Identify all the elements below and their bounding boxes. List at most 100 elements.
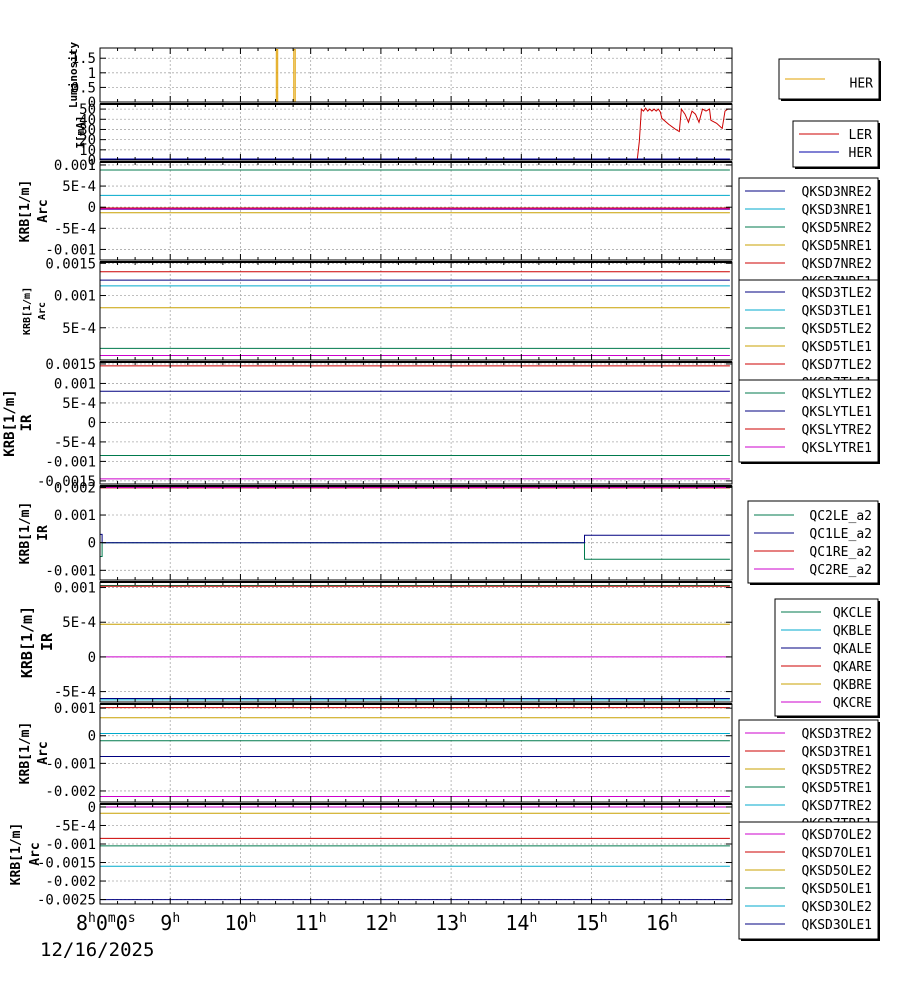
- legend-entry-qksd3tre2: QKSD3TRE2: [802, 727, 872, 742]
- y-axis-label: Arc: [36, 199, 51, 222]
- y-tick-label: 5E-4: [62, 396, 96, 412]
- y-axis-label: KRB[1/m]: [22, 287, 33, 335]
- legend-3: QKSD3NRE2 QKSD3NRE1 QKSD5NRE2 QKSD5NRE1 QKSD…: [738, 177, 880, 297]
- y-axis-label: Arc: [36, 741, 51, 764]
- chart-panel-9: -0.0025 -0.002 -0.0015 -0.001 -5E-4 0 KRB[1/m]…: [9, 800, 733, 909]
- y-axis-label: IR: [38, 632, 56, 651]
- legend-entry-qkslytle2: QKSLYTLE2: [802, 387, 872, 402]
- legend-1: HER: [778, 58, 881, 101]
- x-tick-label: 11h: [295, 911, 327, 935]
- y-tick-label: -0.002: [45, 784, 96, 800]
- y-tick-label: 1: [88, 66, 96, 82]
- legend-entry-qkcle: QKCLE: [833, 606, 872, 621]
- y-axis-label: Arc: [28, 842, 43, 865]
- legend-entry-qksd3tle2: QKSD3TLE2: [802, 286, 872, 301]
- plot-area: [100, 104, 732, 160]
- legend-4: QKSD3TLE2 QKSD3TLE1 QKSD5TLE2 QKSD5TLE1 QKSD…: [738, 279, 880, 394]
- plot-area: [100, 362, 732, 484]
- y-tick-label: 0.001: [54, 581, 96, 597]
- x-tick-label: 14h: [505, 911, 537, 935]
- y-tick-label: -0.0015: [37, 856, 96, 872]
- legend-entry-qksd3tre1: QKSD3TRE1: [802, 745, 872, 760]
- legend-entry-qc1le-a2: QC1LE_a2: [809, 527, 872, 542]
- plot-area: [100, 262, 732, 360]
- legend-entry-qkbre: QKBRE: [833, 678, 872, 693]
- chart-panel-3: -0.001 -5E-4 0 5E-4 0.001 KRB[1/m] Arc: [18, 158, 733, 261]
- legend-entry-qksd5tre2: QKSD5TRE2: [802, 763, 872, 778]
- plot-area: [100, 804, 732, 904]
- y-tick-label: 0: [88, 729, 96, 745]
- y-tick-label: -0.001: [45, 454, 96, 470]
- y-tick-label: -5E-4: [54, 221, 96, 237]
- legend-entry-ler: LER: [849, 128, 873, 143]
- y-axis-label: KRB[1/m]: [18, 180, 33, 243]
- legend-entry-qksd3ole1: QKSD3OLE1: [802, 918, 872, 933]
- legend-entry-qkble: QKBLE: [833, 624, 872, 639]
- y-tick-label: 5E-4: [62, 179, 96, 195]
- legend-entry-qksd3nre2: QKSD3NRE2: [802, 185, 872, 200]
- y-tick-label: -0.001: [45, 837, 96, 853]
- y-tick-label: 0: [88, 200, 96, 216]
- y-axis-label: KRB[1/m]: [2, 389, 18, 456]
- x-tick-label: 16h: [646, 911, 678, 935]
- legend-entry-qksd3ole2: QKSD3OLE2: [802, 900, 872, 915]
- y-tick-label: 1.5: [71, 51, 96, 67]
- y-tick-label: -0.0015: [37, 474, 96, 490]
- chart-panel-6: -0.001 0 0.001 0.002 KRB[1/m] IR: [18, 480, 733, 581]
- y-tick-label: -0.002: [45, 874, 96, 890]
- y-tick-label: -0.0025: [37, 893, 96, 909]
- x-tick-label: 15h: [576, 911, 608, 935]
- legend-entry-qksd5tre1: QKSD5TRE1: [802, 781, 872, 796]
- legend-entry-qksd5ole1: QKSD5OLE1: [802, 882, 872, 897]
- legend-6: QC2LE_a2 QC1LE_a2 QC1RE_a2 QC2RE_a2: [747, 500, 880, 585]
- y-tick-label: 0: [88, 650, 96, 666]
- legend-entry-qkare: QKARE: [833, 660, 872, 675]
- y-axis-label: Luminosity: [67, 42, 80, 109]
- y-tick-label: 0.001: [54, 158, 96, 174]
- y-tick-label: -0.001: [45, 756, 96, 772]
- y-tick-label: -5E-4: [54, 435, 96, 451]
- legend-box: [738, 821, 879, 940]
- y-tick-label: -0.001: [45, 563, 96, 579]
- chart-panel-4: 5E-4 0.001 0.0015 KRB[1/m] Arc: [22, 256, 733, 361]
- legend-entry-qksd5nre1: QKSD5NRE1: [802, 239, 872, 254]
- y-axis-label: Arc: [37, 302, 48, 320]
- legend-entry-qkcre: QKCRE: [833, 696, 872, 711]
- legend-entry-qksd7tle2: QKSD7TLE2: [802, 358, 872, 373]
- y-tick-label: 0.001: [54, 701, 96, 717]
- chart-panel-5: -0.0015 -0.001 -5E-4 0 5E-4 0.001 0.0015 KRB[1/…: [2, 357, 733, 490]
- date-label: 12/16/2025: [40, 939, 154, 961]
- x-tick-label: 10h: [224, 911, 256, 935]
- plot-area: [100, 704, 732, 802]
- legend-box: [738, 719, 879, 838]
- legend-box: [792, 120, 879, 168]
- legend-7: QKCLE QKBLE QKALE QKARE QKBRE QKCRE: [774, 598, 880, 718]
- y-tick-label: 10: [79, 143, 96, 159]
- plot-area: [100, 48, 732, 102]
- legend-entry-qksd7ole1: QKSD7OLE1: [802, 846, 872, 861]
- x-tick-label: 8h0m0s: [76, 911, 136, 935]
- y-axis-label: KRB[1/m]: [18, 722, 33, 785]
- legend-entry-qkslytre2: QKSLYTRE2: [802, 423, 872, 438]
- legend-box: [738, 279, 879, 393]
- y-tick-label: 30: [79, 122, 96, 138]
- legend-entry-her: HER: [849, 146, 873, 161]
- y-tick-label: 0.001: [54, 508, 96, 524]
- legend-entry-her: HER: [850, 76, 874, 91]
- y-axis-label: KRB[1/m]: [9, 823, 24, 886]
- y-axis-label: IR: [36, 525, 51, 541]
- x-tick-label: 9h: [160, 911, 180, 935]
- y-axis-label: KRB[1/m]: [18, 502, 33, 565]
- plot-area: [100, 486, 732, 580]
- y-tick-label: 50: [79, 102, 96, 118]
- legend-entry-qkslytle1: QKSLYTLE1: [802, 405, 872, 420]
- y-tick-label: 20: [79, 133, 96, 149]
- legend-box: [774, 598, 879, 717]
- y-axis-label: I[mA]: [74, 115, 87, 148]
- legend-entry-qc2le-a2: QC2LE_a2: [809, 509, 872, 524]
- chart-panel-8: -0.002 -0.001 0 0.001 KRB[1/m] Arc: [18, 701, 733, 803]
- legend-entry-qksd5ole2: QKSD5OLE2: [802, 864, 872, 879]
